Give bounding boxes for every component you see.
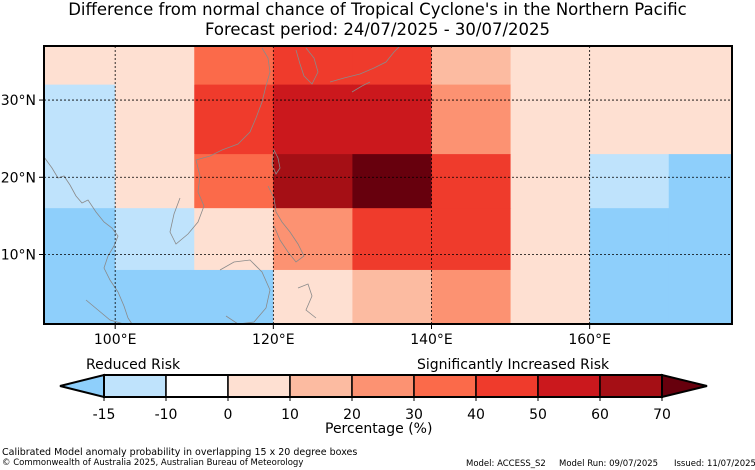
grid-cell [273, 84, 354, 155]
grid-cell [668, 84, 733, 155]
grid-cell [668, 154, 733, 209]
grid-cell [273, 208, 354, 271]
lon-tick-label: 140°E [410, 332, 453, 348]
colorbar-axis-label: Percentage (%) [325, 421, 433, 437]
lon-tick-label: 100°E [94, 332, 137, 348]
grid-cell [431, 208, 512, 271]
colorbar-bin [351, 374, 415, 398]
grid-cell [510, 46, 591, 86]
colorbar-bin [537, 374, 601, 398]
colorbar-tick-label: 40 [467, 407, 485, 423]
grid-cell [44, 269, 116, 325]
colorbar-tick-label: 10 [281, 407, 299, 423]
colorbar-tick-label: -15 [93, 407, 116, 423]
coastline-taiwan [271, 148, 281, 175]
coastline-korea [295, 47, 319, 85]
axis-ticks: 100°E 120°E 140°E 160°E 30°N 20°N 10°N [1, 93, 611, 348]
colorbar-bin [599, 374, 663, 398]
footer-note: Calibrated Model anomaly probability in … [2, 447, 358, 458]
colorbar-over-arrow [661, 373, 708, 399]
grid-cell [194, 84, 274, 155]
grid-cell [194, 208, 274, 271]
grid-cell [431, 154, 512, 209]
anomaly-grid [44, 46, 733, 325]
grid-cell [194, 154, 274, 209]
grid-cell [115, 269, 195, 325]
colorbar: -15 -10 0 10 20 30 40 50 60 70 [59, 373, 708, 423]
footer-model: Model: ACCESS_S2 [466, 459, 546, 469]
grid-cell [44, 208, 116, 271]
coastline-sulawesi [297, 283, 317, 319]
grid-cell [510, 208, 591, 271]
grid-cell [273, 154, 354, 209]
lon-tick-label: 160°E [568, 332, 611, 348]
colorbar-outline [103, 374, 663, 398]
increased-risk-label: Significantly Increased Risk [417, 357, 610, 373]
forecast-period: Forecast period: 24/07/2025 - 30/07/2025 [204, 20, 551, 39]
grid-cell [589, 208, 670, 271]
grid-cell [431, 269, 512, 325]
grid-cell [115, 154, 195, 209]
colorbar-tick-label: 0 [224, 407, 233, 423]
lat-tick-label: 30°N [1, 93, 36, 109]
colorbar-tick-label: 70 [653, 407, 671, 423]
colorbar-tick-label: 50 [529, 407, 547, 423]
coastline-philippines [267, 185, 305, 263]
lon-tick-label: 120°E [252, 332, 295, 348]
grid-cell [510, 154, 591, 209]
coastline-china [195, 47, 271, 161]
colorbar-bin [475, 374, 539, 398]
grid-cell [115, 84, 195, 155]
lat-tick-label: 10°N [1, 248, 36, 264]
colorbar-bin [289, 374, 353, 398]
grid-cell [431, 46, 512, 86]
grid-cell [273, 46, 354, 86]
grid-cell [589, 269, 670, 325]
colorbar-tick-label: 20 [343, 407, 361, 423]
grid-cell [352, 84, 433, 155]
colorbar-bin [413, 374, 477, 398]
coastline-japan [329, 45, 401, 93]
grid-cell [668, 46, 733, 86]
grid-cell [510, 269, 591, 325]
colorbar-bin [165, 374, 229, 398]
colorbar-tick-label: 60 [591, 407, 609, 423]
colorbar-tick-label: -10 [155, 407, 178, 423]
grid-cell [668, 208, 733, 271]
grid-cell [194, 46, 274, 86]
colorbar-bin [227, 374, 291, 398]
grid-cell [44, 46, 116, 86]
reduced-risk-label: Reduced Risk [86, 357, 181, 373]
grid-cell [352, 269, 433, 325]
grid-cell [44, 84, 116, 155]
grid-cell [273, 269, 354, 325]
grid-cell [115, 46, 195, 86]
footer-model-run: Model Run: 09/07/2025 [559, 459, 659, 469]
footer-copyright: © Commonwealth of Australia 2025, Austra… [2, 458, 304, 468]
grid-cell [431, 84, 512, 155]
grid-cell [115, 208, 195, 271]
grid-cell [589, 154, 670, 209]
colorbar-under-arrow [59, 373, 105, 399]
map-frame [43, 45, 733, 325]
grid-cell [352, 154, 433, 209]
colorbar-bin [103, 374, 167, 398]
grid-cell [510, 84, 591, 155]
graticule [44, 46, 732, 324]
colorbar-tick-label: 30 [405, 407, 423, 423]
grid-cell [352, 208, 433, 271]
grid-cell [589, 84, 670, 155]
grid-cell [194, 269, 274, 325]
grid-cell [589, 46, 670, 86]
map-title: Difference from normal chance of Tropica… [68, 0, 687, 19]
grid-cell [352, 46, 433, 86]
lat-tick-label: 20°N [1, 170, 36, 186]
grid-cell [44, 154, 116, 209]
coastline-sumatra [85, 299, 125, 325]
grid-cell [668, 269, 733, 325]
footer-issued: Issued: 11/07/2025 [674, 459, 755, 469]
coastline-vietnam [169, 159, 205, 245]
